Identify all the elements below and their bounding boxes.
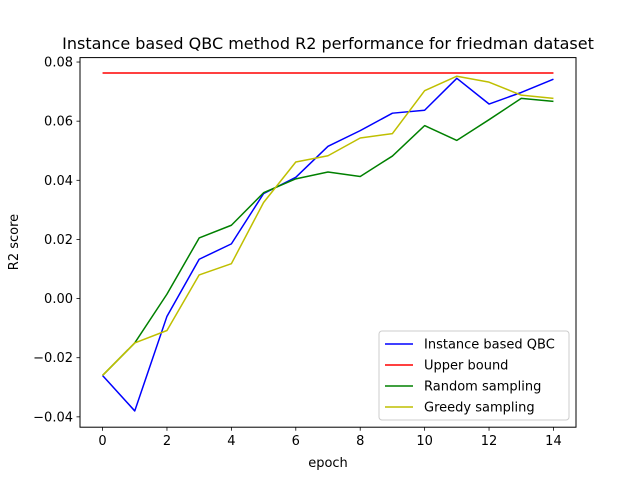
x-axis-label: epoch — [308, 456, 348, 471]
x-tick-label: 10 — [416, 434, 433, 449]
legend-label-0: Instance based QBC — [424, 338, 555, 353]
chart-title: Instance based QBC method R2 performance… — [62, 34, 594, 53]
series-line-3 — [102, 75, 554, 376]
x-tick-label: 2 — [163, 434, 171, 449]
x-tick-label: 14 — [545, 434, 562, 449]
x-tick-label: 12 — [481, 434, 498, 449]
plot-frame — [79, 57, 577, 428]
y-tick-label: 0.06 — [44, 115, 73, 130]
legend-box — [378, 330, 570, 421]
x-tick-label: 6 — [292, 434, 300, 449]
x-axis: 0 2 4 6 8 10 12 14 — [98, 427, 562, 449]
y-axis-label: R2 score — [7, 214, 22, 270]
x-tick-label: 4 — [227, 434, 235, 449]
legend-label-1: Upper bound — [424, 359, 508, 374]
y-tick-label: 0.00 — [44, 292, 73, 307]
y-tick-label: 0.08 — [44, 56, 73, 71]
series-layer — [101, 72, 554, 412]
series-line-2 — [102, 97, 554, 376]
legend-label-3: Greedy sampling — [424, 401, 535, 416]
y-tick-label: 0.02 — [44, 233, 73, 248]
x-tick-label: 0 — [98, 434, 106, 449]
x-tick-label: 8 — [356, 434, 364, 449]
legend: Instance based QBC Upper bound Random samp… — [378, 330, 570, 421]
legend-label-2: Random sampling — [424, 380, 541, 395]
series-line-0 — [101, 77, 554, 412]
y-tick-label: 0.04 — [44, 174, 73, 189]
y-tick-label: −0.04 — [33, 410, 73, 425]
y-tick-label: −0.02 — [33, 351, 73, 366]
y-axis: −0.04 −0.02 0.00 0.02 0.04 0.06 0.08 — [33, 56, 80, 425]
